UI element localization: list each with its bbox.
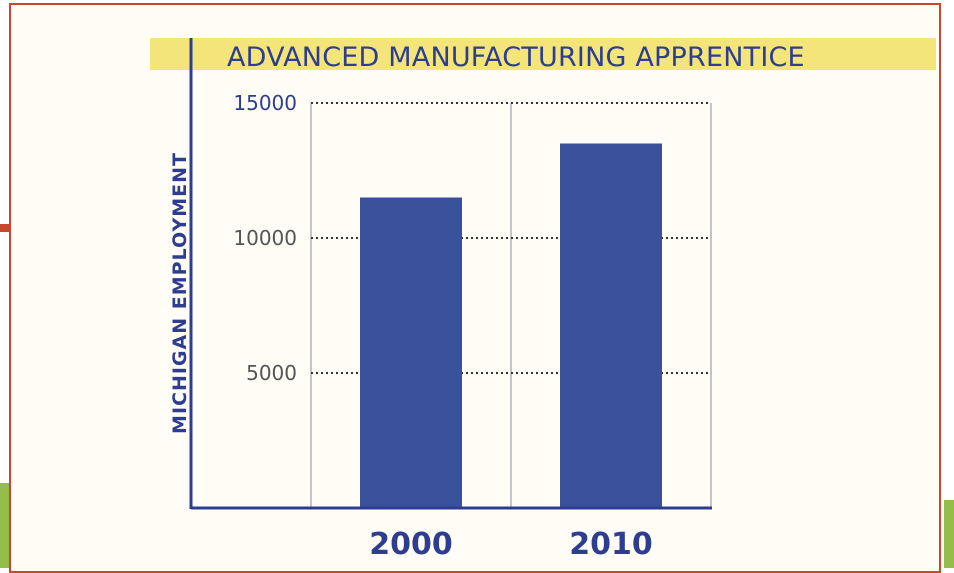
y-tick-label-10000: 10000 bbox=[233, 226, 297, 250]
title-band bbox=[150, 38, 936, 70]
plot-area: 5000 10000 15000 2000 2010 bbox=[189, 38, 712, 562]
y-tick-label-15000: 15000 bbox=[233, 91, 297, 115]
chart-title: ADVANCED MANUFACTURING APPRENTICE bbox=[227, 42, 805, 73]
bar-2010 bbox=[560, 143, 662, 508]
y-tick-label-5000: 5000 bbox=[246, 361, 297, 385]
x-tick-label-2000: 2000 bbox=[369, 527, 453, 562]
x-tick-label-2010: 2010 bbox=[569, 527, 653, 562]
y-axis-label: MICHIGAN EMPLOYMENT bbox=[169, 152, 191, 434]
bar-2000 bbox=[360, 197, 462, 508]
chart-frame bbox=[9, 3, 941, 573]
accent-bar-left bbox=[0, 224, 12, 232]
green-block-right bbox=[944, 500, 954, 568]
